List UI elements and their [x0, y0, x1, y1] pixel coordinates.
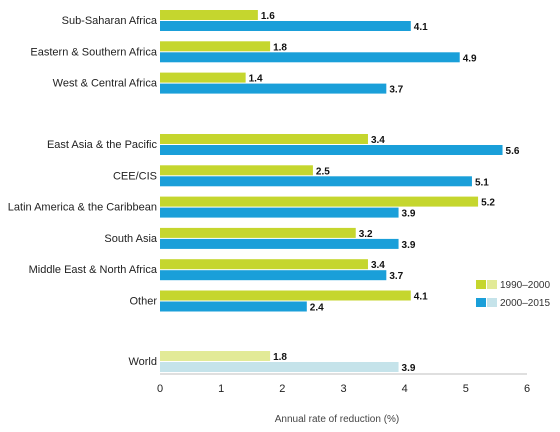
x-tick-label-0: 0: [157, 383, 163, 395]
category-label-latin-america-and-the-caribbean: Latin America & the Caribbean: [8, 202, 157, 214]
bar-eastern-and-southern-africa-series-1: [160, 41, 271, 52]
category-label-other: Other: [129, 296, 157, 308]
legend-swatch-2000-2015: [476, 298, 486, 307]
legend-label-1990-2000: 1990–2000: [500, 280, 550, 291]
value-label-west-and-central-africa-series-1: 1.4: [249, 74, 263, 85]
bar-world-series-1: [160, 351, 271, 361]
value-label-cee-cis-series-2: 5.1: [475, 177, 489, 188]
bar-world-series-2: [160, 362, 399, 372]
category-label-east-asia-and-the-pacific: East Asia & the Pacific: [47, 139, 158, 151]
value-label-east-asia-and-the-pacific-series-2: 5.6: [506, 146, 520, 157]
category-label-south-asia: South Asia: [104, 233, 157, 245]
bar-latin-america-and-the-caribbean-series-2: [160, 207, 399, 218]
bars-layer: [160, 10, 503, 372]
category-label-cee-cis: CEE/CIS: [113, 170, 157, 182]
bar-west-and-central-africa-series-1: [160, 72, 246, 83]
value-label-world-series-1: 1.8: [273, 352, 287, 363]
x-axis-ticks: 0 1 2 3 4 5 6: [157, 383, 530, 395]
value-label-eastern-and-southern-africa-series-1: 1.8: [273, 42, 287, 53]
x-tick-label-6: 6: [524, 383, 530, 395]
value-label-south-asia-series-1: 3.2: [359, 229, 373, 240]
category-label-world: World: [128, 356, 157, 368]
legend-label-2000-2015: 2000–2015: [500, 298, 550, 309]
value-label-latin-america-and-the-caribbean-series-1: 5.2: [481, 198, 495, 209]
value-label-other-series-1: 4.1: [414, 292, 428, 303]
value-label-sub-saharan-africa-series-1: 1.6: [261, 11, 275, 22]
legend: 1990–2000 2000–2015: [476, 280, 550, 309]
bar-other-series-1: [160, 290, 411, 301]
bar-sub-saharan-africa-series-2: [160, 21, 411, 31]
x-tick-label-2: 2: [279, 383, 285, 395]
x-axis-title: Annual rate of reduction (%): [275, 414, 400, 425]
value-label-cee-cis-series-1: 2.5: [316, 166, 330, 177]
bar-east-asia-and-the-pacific-series-1: [160, 134, 368, 144]
bar-sub-saharan-africa-series-1: [160, 10, 258, 20]
bar-cee-cis-series-1: [160, 165, 313, 176]
legend-swatch-1990-2000: [476, 280, 486, 289]
value-label-middle-east-and-north-africa-series-2: 3.7: [389, 271, 403, 282]
value-label-west-and-central-africa-series-2: 3.7: [389, 85, 403, 96]
bar-latin-america-and-the-caribbean-series-1: [160, 196, 479, 207]
x-tick-label-3: 3: [340, 383, 346, 395]
value-label-other-series-2: 2.4: [310, 303, 324, 314]
bar-west-and-central-africa-series-2: [160, 83, 387, 94]
value-label-latin-america-and-the-caribbean-series-2: 3.9: [402, 209, 416, 220]
value-label-middle-east-and-north-africa-series-1: 3.4: [371, 260, 385, 271]
x-tick-label-1: 1: [218, 383, 224, 395]
bar-middle-east-and-north-africa-series-2: [160, 270, 387, 281]
x-tick-label-4: 4: [402, 383, 408, 395]
value-label-world-series-2: 3.9: [402, 363, 416, 374]
legend-swatch-1990-2000-world: [487, 280, 497, 289]
bar-cee-cis-series-2: [160, 176, 472, 187]
value-label-eastern-and-southern-africa-series-2: 4.9: [463, 53, 477, 64]
value-labels: 1.6 4.1 1.8 4.9 1.4 3.7 3.4 5.6 2.5 5.1 5.2 3.9 3.2 3…: [249, 11, 520, 374]
bar-middle-east-and-north-africa-series-1: [160, 259, 368, 270]
x-tick-label-5: 5: [463, 383, 469, 395]
category-label-west-and-central-africa: West & Central Africa: [53, 78, 158, 90]
bar-south-asia-series-2: [160, 238, 399, 249]
value-label-east-asia-and-the-pacific-series-1: 3.4: [371, 135, 385, 146]
category-label-eastern-and-southern-africa: Eastern & Southern Africa: [30, 46, 157, 58]
bar-other-series-2: [160, 301, 307, 312]
category-label-middle-east-and-north-africa: Middle East & North Africa: [29, 264, 158, 276]
bar-east-asia-and-the-pacific-series-2: [160, 145, 503, 155]
category-label-sub-saharan-africa: Sub-Saharan Africa: [62, 15, 158, 27]
category-labels: Sub-Saharan Africa Eastern & Southern Afr…: [8, 15, 158, 368]
value-label-south-asia-series-2: 3.9: [402, 240, 416, 251]
bar-eastern-and-southern-africa-series-2: [160, 52, 460, 63]
legend-swatch-2000-2015-world: [487, 298, 497, 307]
value-label-sub-saharan-africa-series-2: 4.1: [414, 22, 428, 33]
bar-south-asia-series-1: [160, 227, 356, 238]
